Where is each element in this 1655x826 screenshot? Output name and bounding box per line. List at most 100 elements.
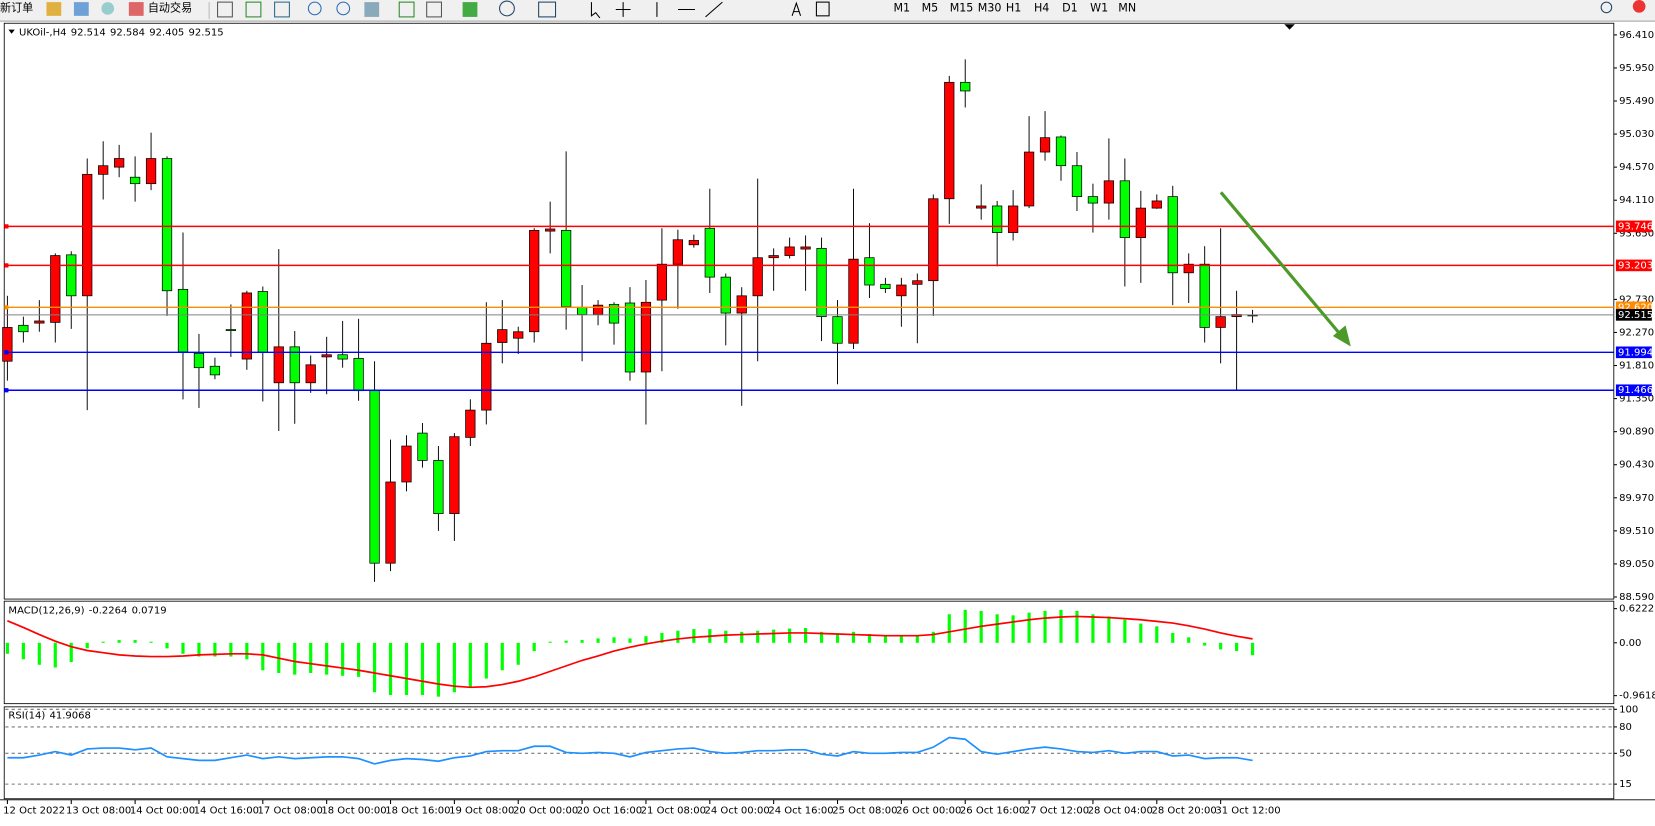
macd-bar — [341, 642, 345, 676]
candle-body — [545, 228, 556, 232]
macd-bar — [628, 638, 632, 643]
macd-bar — [692, 629, 696, 643]
macd-bar — [213, 642, 217, 657]
timeframe-button[interactable]: H4 — [1034, 1, 1049, 14]
icon[interactable] — [101, 2, 115, 15]
icon[interactable] — [499, 0, 515, 17]
new-order-button[interactable]: 新订单 — [0, 0, 33, 14]
icon[interactable] — [398, 1, 415, 18]
timeframe-button[interactable]: H1 — [1006, 1, 1021, 14]
macd-bar — [149, 641, 153, 643]
y-tick-label: 90.890 — [1619, 427, 1654, 438]
macd-bar — [245, 642, 249, 660]
icon[interactable] — [217, 1, 233, 18]
y-tick-label: 94.110 — [1619, 195, 1654, 206]
icon[interactable] — [364, 2, 380, 17]
candle-body — [321, 354, 332, 358]
icon[interactable] — [462, 2, 478, 17]
shift-marker — [1284, 24, 1295, 30]
candle-body — [912, 280, 923, 285]
x-tick-label: 26 Oct 16:00 — [960, 805, 1025, 816]
macd-bar — [1155, 626, 1159, 643]
icon[interactable] — [73, 2, 89, 16]
macd-bar — [500, 642, 504, 671]
icon[interactable] — [538, 1, 557, 18]
timeframe-button[interactable]: MN — [1118, 1, 1136, 14]
macd-bar — [69, 642, 73, 663]
toolbar — [0, 0, 1655, 22]
y-tick-label: 90.430 — [1619, 460, 1654, 471]
timeframe-button[interactable]: D1 — [1062, 1, 1078, 14]
rsi-header: RSI(14) 41.9068 — [8, 710, 90, 721]
icon[interactable] — [426, 1, 443, 18]
candle-body — [1151, 200, 1162, 209]
macd-bar — [548, 641, 552, 643]
candle-body — [353, 357, 364, 392]
macd-bar — [915, 636, 919, 643]
macd-bar — [564, 640, 568, 643]
macd-bar — [1219, 642, 1223, 650]
x-tick-label: 17 Oct 08:00 — [258, 805, 323, 816]
candle-body — [273, 346, 284, 384]
level-tag — [1615, 346, 1652, 359]
candle-body — [992, 205, 1003, 233]
rsi-panel — [3, 706, 1615, 800]
x-tick-label: 20 Oct 16:00 — [577, 805, 642, 816]
candle-body — [82, 173, 93, 297]
cursor-tool[interactable] — [590, 2, 601, 19]
candle-body — [193, 352, 205, 369]
icon[interactable] — [245, 1, 262, 18]
notification-badge[interactable] — [1632, 0, 1646, 13]
crosshair-tool[interactable] — [615, 2, 631, 17]
timeframe-button[interactable]: W1 — [1090, 1, 1108, 14]
macd-bar — [596, 638, 600, 643]
candle-body — [1087, 196, 1099, 204]
macd-bar — [532, 642, 536, 652]
y-tick-label: 95.490 — [1619, 96, 1654, 107]
zoom-in[interactable] — [307, 1, 322, 16]
level-label: 93.203 — [1618, 260, 1653, 271]
candle-body — [561, 230, 572, 307]
macd-bar — [372, 642, 377, 693]
candle-body — [976, 205, 987, 209]
search[interactable] — [1600, 1, 1613, 14]
level-tag — [1615, 220, 1652, 233]
timeframe-button[interactable]: M30 — [978, 1, 1002, 14]
label-tool[interactable] — [815, 1, 830, 17]
candle-body — [624, 302, 636, 373]
icon[interactable] — [274, 1, 290, 18]
x-tick-label: 27 Oct 12:00 — [1024, 805, 1089, 816]
macd-bar — [452, 642, 456, 693]
trend-arrow — [1219, 191, 1351, 347]
zoom-out[interactable] — [336, 1, 351, 16]
timeframe-button[interactable]: M5 — [922, 1, 939, 14]
candle-body — [241, 292, 252, 360]
y-tick-label: 89.970 — [1619, 493, 1654, 504]
candle-body — [257, 291, 268, 353]
macd-bar — [947, 614, 951, 643]
level-label: 91.994 — [1618, 347, 1653, 358]
timeframe-button[interactable]: M15 — [950, 1, 974, 14]
macd-bar — [931, 631, 935, 643]
macd-bar — [963, 609, 967, 643]
candle-body — [1071, 165, 1083, 197]
candle-body — [592, 304, 604, 315]
y-tick-label: 50 — [1619, 748, 1632, 759]
candle-body — [98, 165, 109, 175]
icon[interactable] — [128, 2, 144, 16]
candle-body — [576, 306, 588, 315]
text-tool[interactable] — [791, 1, 802, 17]
macd-bar — [835, 634, 840, 643]
candle-body — [928, 198, 939, 282]
trendline-tool[interactable] — [705, 1, 723, 18]
auto-trading-button[interactable]: 自动交易 — [148, 0, 192, 14]
icon[interactable] — [46, 2, 62, 16]
x-tick-label: 24 Oct 00:00 — [705, 805, 770, 816]
macd-bar — [325, 642, 329, 675]
macd-bar — [133, 640, 137, 643]
y-tick-label: 15 — [1619, 779, 1632, 790]
macd-bar — [1043, 610, 1047, 643]
macd-bar — [724, 630, 728, 643]
timeframe-button[interactable]: M1 — [894, 1, 911, 14]
